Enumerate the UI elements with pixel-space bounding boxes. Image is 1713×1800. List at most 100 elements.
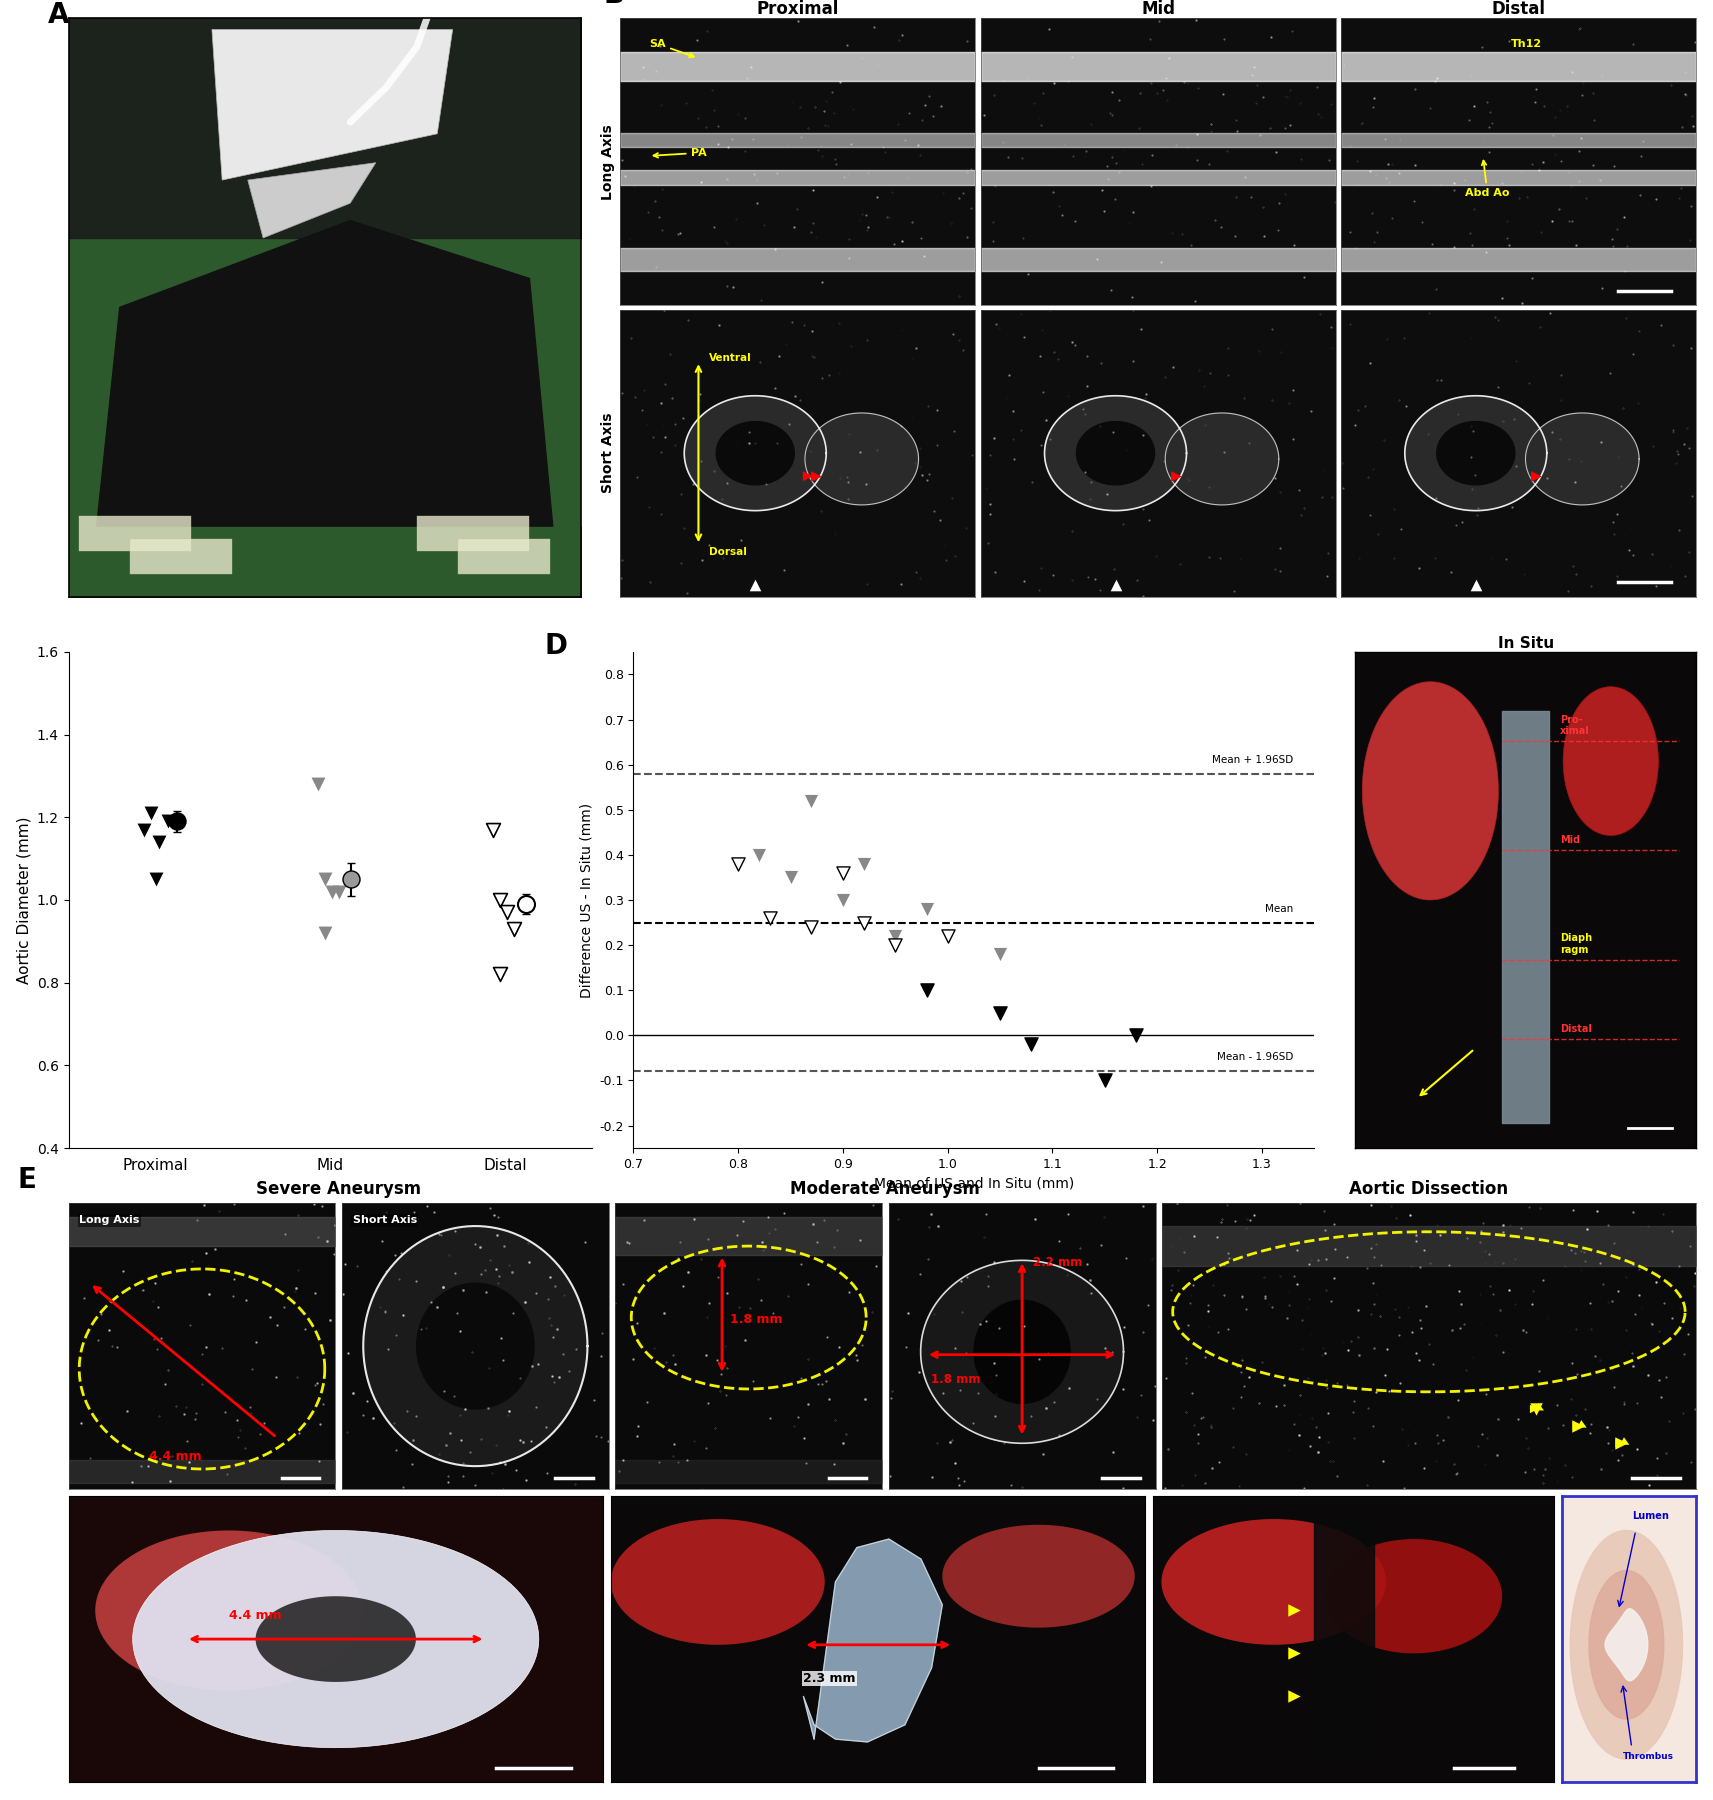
Point [1280,1597,1307,1625]
Point [1523,463,1550,491]
Text: Diaph
ragm: Diaph ragm [1561,932,1591,954]
Polygon shape [1590,1570,1663,1719]
Polygon shape [1165,412,1280,504]
Point [755,904,783,932]
Point [137,799,164,828]
Point [882,931,910,959]
Text: Short Axis: Short Axis [353,1215,416,1226]
Text: Lumen: Lumen [1632,1510,1668,1521]
Polygon shape [942,1525,1134,1627]
Polygon shape [1161,1519,1386,1645]
Polygon shape [1571,1530,1682,1759]
Point [1463,571,1490,599]
Polygon shape [130,538,233,574]
Text: 4.4 mm: 4.4 mm [149,1451,200,1463]
Polygon shape [1045,396,1187,511]
Text: Mean: Mean [1266,904,1293,914]
Point [798,787,826,815]
Text: PA: PA [654,148,707,158]
Y-axis label: Short Axis: Short Axis [601,412,615,493]
Polygon shape [920,1260,1124,1444]
Text: Moderate Aneurysm: Moderate Aneurysm [790,1179,980,1197]
Polygon shape [683,396,826,511]
Text: 2.2 mm: 2.2 mm [1033,1256,1083,1269]
Text: Thrombus: Thrombus [1622,1751,1674,1760]
Point [1521,1395,1549,1424]
Point [319,877,346,905]
Point [745,841,773,869]
X-axis label: Mean of US and In Situ (mm): Mean of US and In Situ (mm) [874,1177,1074,1190]
Point [154,806,182,835]
Point [512,889,540,918]
Point [987,999,1014,1028]
Text: Long Axis: Long Axis [79,1215,139,1226]
Point [829,886,856,914]
Point [1018,1030,1045,1058]
Text: E: E [17,1166,36,1193]
Text: Abd Ao: Abd Ao [1465,160,1509,198]
Polygon shape [94,221,555,551]
Point [312,866,339,895]
Point [337,866,365,895]
Polygon shape [96,1530,363,1690]
Point [725,850,752,878]
Point [163,806,190,835]
Point [802,463,829,491]
Point [1122,1021,1149,1049]
Title: Mid: Mid [1141,0,1175,18]
Point [798,913,826,941]
Polygon shape [255,1597,416,1681]
Polygon shape [69,1496,603,1782]
Point [725,850,752,878]
Polygon shape [1362,682,1499,900]
Point [1280,1681,1307,1710]
Point [1161,463,1189,491]
Point [312,918,339,947]
Point [829,859,856,887]
Point [493,898,521,927]
Polygon shape [416,1283,534,1409]
Polygon shape [803,1539,942,1742]
Polygon shape [212,29,452,180]
Polygon shape [1526,412,1639,504]
Point [130,815,158,844]
Point [1607,1429,1634,1458]
Text: SA: SA [649,40,694,58]
Polygon shape [805,412,918,504]
Text: Distal: Distal [1561,1024,1591,1033]
Polygon shape [248,162,375,238]
Text: Mid: Mid [1561,835,1579,846]
Text: Severe Aneurysm: Severe Aneurysm [257,1179,421,1197]
Title: Proximal: Proximal [757,0,839,18]
Point [146,828,173,857]
Text: Ventral: Ventral [709,353,752,362]
Text: 2.3 mm: 2.3 mm [803,1672,856,1685]
Point [1564,1411,1591,1440]
Polygon shape [1076,421,1155,484]
Point [1101,571,1129,599]
Point [305,770,332,799]
Title: In Situ: In Situ [1497,635,1554,652]
Text: Dorsal: Dorsal [709,547,747,556]
Point [486,959,514,988]
Text: B: B [603,0,624,9]
Text: Aortic Dissection: Aortic Dissection [1350,1179,1509,1197]
Polygon shape [79,517,192,551]
Y-axis label: Long Axis: Long Axis [601,124,615,200]
Text: A: A [48,0,70,29]
Text: 1.8 mm: 1.8 mm [730,1314,783,1327]
Point [882,922,910,950]
Polygon shape [1562,1496,1696,1782]
Point [913,976,940,1004]
Y-axis label: Aortic Diameter (mm): Aortic Diameter (mm) [15,815,31,985]
Polygon shape [1355,652,1696,1148]
Title: Distal: Distal [1492,0,1545,18]
Point [934,922,961,950]
Point [500,914,528,943]
Point [1091,1066,1119,1094]
Polygon shape [612,1519,824,1645]
Y-axis label: Difference US - In Situ (mm): Difference US - In Situ (mm) [579,803,594,997]
Point [850,850,877,878]
Point [325,877,353,905]
Point [486,886,514,914]
